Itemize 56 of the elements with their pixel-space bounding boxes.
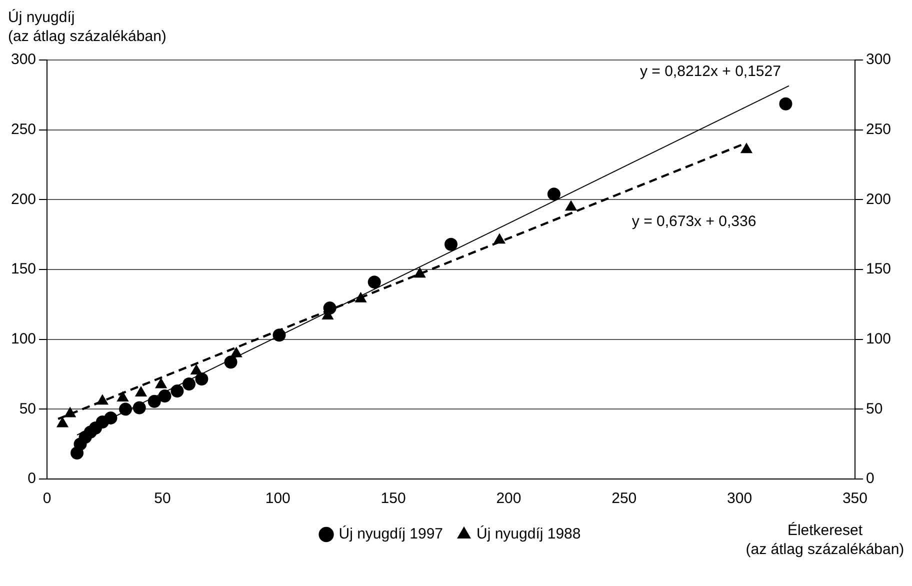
point <box>368 276 381 289</box>
x-tick-label: 100 <box>265 490 290 508</box>
y2-tick-label: 50 <box>866 400 883 418</box>
point <box>444 238 458 251</box>
point <box>170 384 184 398</box>
point <box>135 386 147 396</box>
x-tick-label: 150 <box>380 490 406 508</box>
point <box>272 328 286 342</box>
point <box>494 234 506 244</box>
annotation: y = 0,673x + 0,336 <box>632 212 756 230</box>
y2-tick-label: 200 <box>866 190 892 208</box>
point <box>158 390 172 403</box>
y2-tick-label: 250 <box>866 120 892 138</box>
y-tick-label: 50 <box>19 400 36 418</box>
point <box>740 143 752 154</box>
x-tick-label: 250 <box>612 490 637 508</box>
y-tick-label: 250 <box>10 120 36 138</box>
point <box>414 268 426 278</box>
legend-label: Új nyugdíj 1997 <box>338 524 444 543</box>
point <box>355 292 366 302</box>
point <box>56 417 68 428</box>
point <box>195 372 208 386</box>
x-tick-label: 50 <box>154 490 171 508</box>
point <box>224 356 238 369</box>
x-axis-title: Életkereset (az átlag százalékában) <box>746 521 904 558</box>
point <box>148 394 161 408</box>
point <box>64 407 76 418</box>
point <box>132 401 146 414</box>
y-tick-label: 150 <box>10 260 36 278</box>
point <box>565 200 577 211</box>
annotation: y = 0,8212x + 0,1527 <box>640 62 781 80</box>
point <box>323 302 336 315</box>
x-tick-label: 350 <box>842 490 868 508</box>
point <box>182 378 196 391</box>
y2-tick-label: 0 <box>866 470 874 488</box>
x-tick-label: 300 <box>727 490 752 508</box>
y2-tick-label: 150 <box>866 260 892 278</box>
y-axis-title: Új nyugdíj (az átlag százalékában) <box>8 8 166 46</box>
x-tick-label: 0 <box>42 490 52 508</box>
y-tick-label: 300 <box>10 51 36 68</box>
y2-tick-label: 300 <box>866 51 892 68</box>
y-tick-label: 100 <box>10 330 36 348</box>
point <box>119 402 132 416</box>
point <box>96 394 108 405</box>
point <box>779 97 792 110</box>
point <box>190 364 202 375</box>
point <box>155 378 167 388</box>
x-tick-label: 200 <box>496 490 522 508</box>
point <box>547 188 560 201</box>
point <box>117 391 128 402</box>
y-tick-label: 0 <box>28 470 36 488</box>
point <box>104 411 118 424</box>
point <box>230 347 242 358</box>
legend-label: Új nyugdíj 1988 <box>476 524 581 543</box>
y2-tick-label: 100 <box>866 330 892 348</box>
y-tick-label: 200 <box>10 190 36 208</box>
